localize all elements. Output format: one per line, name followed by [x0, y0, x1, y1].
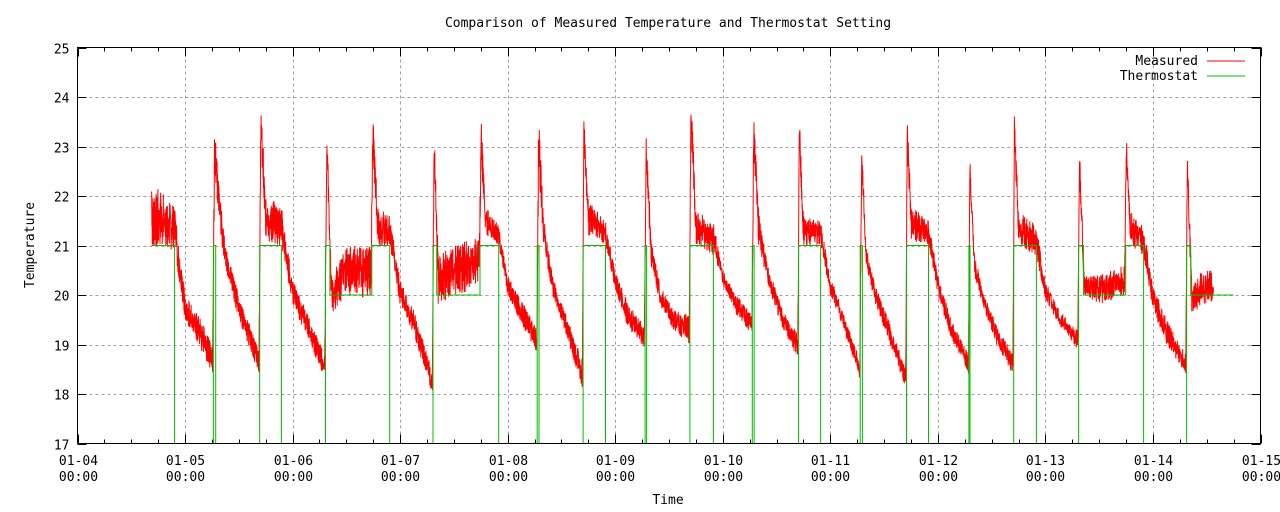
y-tick-label: 20	[54, 290, 70, 305]
x-tick-label-date: 01-07	[381, 454, 420, 469]
series-layer	[150, 114, 1234, 444]
y-tick-label: 17	[54, 439, 70, 454]
x-tick-label-time: 00:00	[704, 470, 743, 485]
x-tick-label-date: 01-08	[489, 454, 528, 469]
legend-label-thermostat: Thermostat	[1120, 69, 1198, 84]
x-tick-label-time: 00:00	[811, 470, 850, 485]
x-tick-label-date: 01-05	[166, 454, 205, 469]
x-axis-label: Time	[652, 493, 683, 508]
x-tick-label-time: 00:00	[166, 470, 205, 485]
axis-ticks: 17181920212223242501-0400:0001-0500:0001…	[54, 43, 1280, 486]
x-tick-label-time: 00:00	[59, 470, 98, 485]
x-tick-label-time: 00:00	[489, 470, 528, 485]
legend-label-measured: Measured	[1135, 54, 1198, 69]
grid	[77, 47, 1261, 444]
x-tick-label-time: 00:00	[1134, 470, 1173, 485]
y-tick-label: 18	[54, 389, 70, 404]
y-tick-label: 21	[54, 241, 70, 256]
x-tick-label-time: 00:00	[381, 470, 420, 485]
series-thermostat-line	[151, 245, 1234, 444]
x-tick-label-date: 01-10	[704, 454, 743, 469]
chart-title: Comparison of Measured Temperature and T…	[445, 16, 891, 31]
x-tick-label-date: 01-14	[1134, 454, 1173, 469]
x-tick-label-time: 00:00	[274, 470, 313, 485]
plot-border	[77, 47, 1261, 444]
x-tick-label-time: 00:00	[919, 470, 958, 485]
y-tick-label: 24	[54, 92, 70, 107]
x-tick-label-date: 01-09	[596, 454, 635, 469]
series-measured-line	[150, 114, 1214, 391]
y-tick-label: 23	[54, 142, 70, 157]
y-tick-label: 19	[54, 340, 70, 355]
x-tick-label-time: 00:00	[596, 470, 635, 485]
x-tick-label-date: 01-06	[274, 454, 313, 469]
x-tick-label-date: 01-04	[59, 454, 98, 469]
legend: Measured Thermostat	[1120, 54, 1245, 84]
x-tick-label-date: 01-15	[1242, 454, 1280, 469]
x-tick-label-date: 01-12	[919, 454, 958, 469]
y-tick-label: 22	[54, 191, 70, 206]
y-axis-label: Temperature	[23, 202, 38, 288]
y-tick-label: 25	[54, 43, 70, 58]
x-tick-label-time: 00:00	[1026, 470, 1065, 485]
x-tick-label-date: 01-11	[811, 454, 850, 469]
x-tick-label-date: 01-13	[1026, 454, 1065, 469]
x-tick-label-time: 00:00	[1242, 470, 1280, 485]
